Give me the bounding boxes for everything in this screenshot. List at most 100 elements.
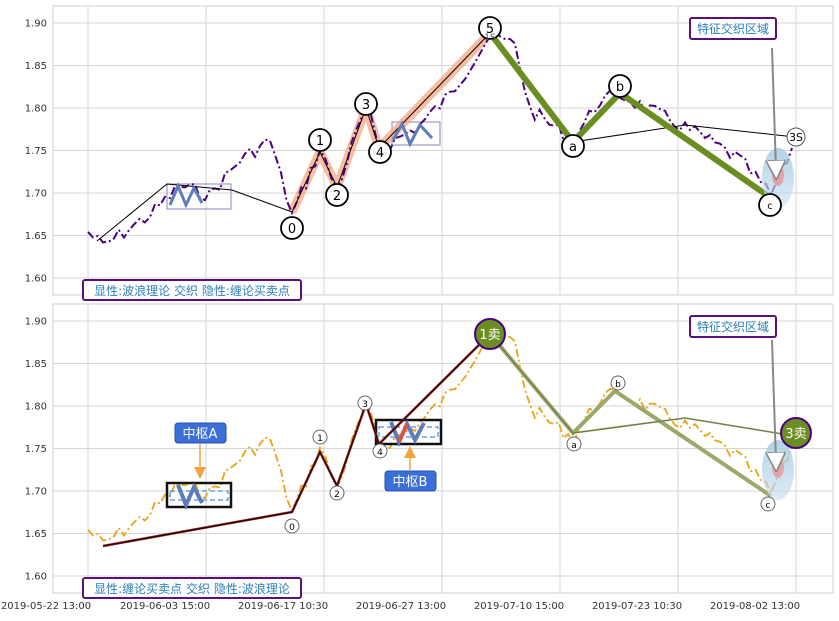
x-tick-label: 2019-06-17 10:30 xyxy=(238,601,328,612)
zhongshu-a-box xyxy=(165,481,233,509)
sell-3-marker xyxy=(780,417,812,449)
top-y-ticks: 1.60 1.65 1.70 1.75 1.80 1.85 1.90 xyxy=(25,19,47,285)
bottom-bi-thin xyxy=(102,333,491,547)
top-legend-text: 显性:波浪理论 交织 隐性:缠论买卖点 xyxy=(94,283,290,298)
b-wave-c-marker xyxy=(760,496,776,512)
b-wave-a-label: a xyxy=(571,441,577,451)
x-tick-label: 2019-05-22 13:00 xyxy=(1,601,91,612)
sell-3-label: 3卖 xyxy=(785,427,806,442)
top-price-line xyxy=(87,28,793,244)
zhongshu-b-label: 中枢B xyxy=(393,475,428,490)
zhongshu-a-label-box xyxy=(174,422,227,444)
wave-1-label: 1 xyxy=(316,134,324,149)
wave-b-marker xyxy=(608,74,632,98)
wave-a-label: a xyxy=(569,140,577,155)
top-line-3s xyxy=(572,124,796,143)
bottom-ytick-label: 1.90 xyxy=(25,317,47,328)
b-wave-2-label: 2 xyxy=(334,490,340,500)
zs-a-strokes xyxy=(176,482,204,511)
wave-a-marker xyxy=(561,134,585,158)
b-wave-4-marker xyxy=(372,443,388,459)
top-feature-arrow xyxy=(772,47,776,170)
wave-2-label: 2 xyxy=(333,189,341,204)
wave-5-label: 5 xyxy=(486,22,494,37)
bottom-legend-text: 显性:缠论买卖点 交织 隐性:波浪理论 xyxy=(94,581,290,596)
wave-5-marker xyxy=(478,16,502,40)
sell-1s-label: 1S xyxy=(484,33,496,43)
sell-3s-label: 3S xyxy=(789,131,803,144)
zhongshu-a-label: 中枢A xyxy=(183,427,218,442)
b-wave-1-label: 1 xyxy=(317,434,323,444)
bottom-olive-waves xyxy=(488,332,773,498)
wave-1-marker xyxy=(308,128,332,152)
bottom-ytick-label: 1.70 xyxy=(25,487,47,498)
wave-0-label: 0 xyxy=(288,222,296,237)
x-ticks: 2019-05-22 13:00 2019-06-03 15:00 2019-06-… xyxy=(1,601,800,612)
b-wave-3-label: 3 xyxy=(362,400,368,410)
top-legend-box xyxy=(82,279,302,301)
bottom-bi-thin-right xyxy=(489,333,796,437)
b-wave-0-label: 0 xyxy=(289,523,295,533)
b-wave-b-label: b xyxy=(615,380,621,390)
bottom-ytick-label: 1.75 xyxy=(25,444,47,455)
x-tick-label: 2019-08-02 13:00 xyxy=(710,601,800,612)
top-mini-strokes-a xyxy=(168,182,204,209)
wave-c-label: c xyxy=(767,201,773,212)
sell-3s-marker xyxy=(786,127,806,147)
top-ytick-label: 1.70 xyxy=(25,189,47,200)
sell-1-label: 1卖 xyxy=(479,328,500,343)
top-wave-band xyxy=(287,29,494,214)
top-ytick-label: 1.80 xyxy=(25,104,47,115)
top-olive-waves xyxy=(487,31,773,201)
x-tick-label: 2019-06-03 15:00 xyxy=(120,601,210,612)
zhongshu-b-label-box xyxy=(384,470,437,492)
top-wave-markers: 0 1 2 3 4 5 1S a b c 3S xyxy=(280,16,806,240)
top-wave-thin xyxy=(96,32,772,242)
b-wave-4-label: 4 xyxy=(377,448,383,458)
bottom-y-ticks: 1.60 1.65 1.70 1.75 1.80 1.85 1.90 xyxy=(25,317,47,583)
bottom-ytick-label: 1.85 xyxy=(25,359,47,370)
bottom-legend-box xyxy=(82,577,302,599)
b-wave-c-label: c xyxy=(766,501,771,511)
wave-4-label: 4 xyxy=(376,146,384,161)
bottom-series: 0 1 2 3 4 a b c 1卖 3卖 中枢A 中枢B 特 xyxy=(82,315,812,599)
top-ytick-label: 1.90 xyxy=(25,19,47,30)
x-tick-label: 2019-07-10 15:00 xyxy=(474,601,564,612)
bottom-grid xyxy=(53,304,833,593)
wave-0-marker xyxy=(280,216,304,240)
top-ytick-label: 1.60 xyxy=(25,274,47,285)
b-wave-2-marker xyxy=(329,485,345,501)
wave-b-label: b xyxy=(616,80,624,95)
top-feature-box-text: 特征交织区域 xyxy=(697,21,769,36)
bottom-bi-brown xyxy=(102,333,491,548)
b-wave-b-marker xyxy=(610,375,626,391)
top-feature-box xyxy=(689,17,777,40)
bottom-feature-box-text: 特征交织区域 xyxy=(697,319,769,334)
top-ytick-label: 1.65 xyxy=(25,231,47,242)
top-mini-strokes-b xyxy=(391,120,434,148)
x-tick-label: 2019-06-27 13:00 xyxy=(356,601,446,612)
top-grid xyxy=(53,6,833,295)
bottom-wave-markers: 0 1 2 3 4 a b c xyxy=(284,375,776,534)
bottom-ytick-label: 1.60 xyxy=(25,572,47,583)
bottom-feature-core xyxy=(772,456,784,478)
wave-3-marker xyxy=(354,92,378,116)
b-wave-a-marker xyxy=(566,436,582,452)
bottom-feature-box xyxy=(689,315,777,338)
sell-1-marker xyxy=(474,318,506,350)
bottom-ytick-label: 1.80 xyxy=(25,402,47,413)
bottom-price-line xyxy=(87,326,793,542)
top-left-box xyxy=(166,183,232,210)
wave-c-marker xyxy=(758,193,782,217)
bottom-bi-highlight xyxy=(489,333,796,437)
x-tick-label: 2019-07-23 10:30 xyxy=(592,601,682,612)
bottom-ytick-label: 1.65 xyxy=(25,529,47,540)
wave-2-marker xyxy=(325,183,349,207)
zs-b-red-stroke xyxy=(397,423,409,443)
wave-4-marker xyxy=(368,140,392,164)
b-wave-1-marker xyxy=(312,429,328,445)
top-ytick-label: 1.85 xyxy=(25,61,47,72)
b-wave-3-marker xyxy=(357,395,373,411)
bottom-feature-arrow xyxy=(772,339,776,462)
